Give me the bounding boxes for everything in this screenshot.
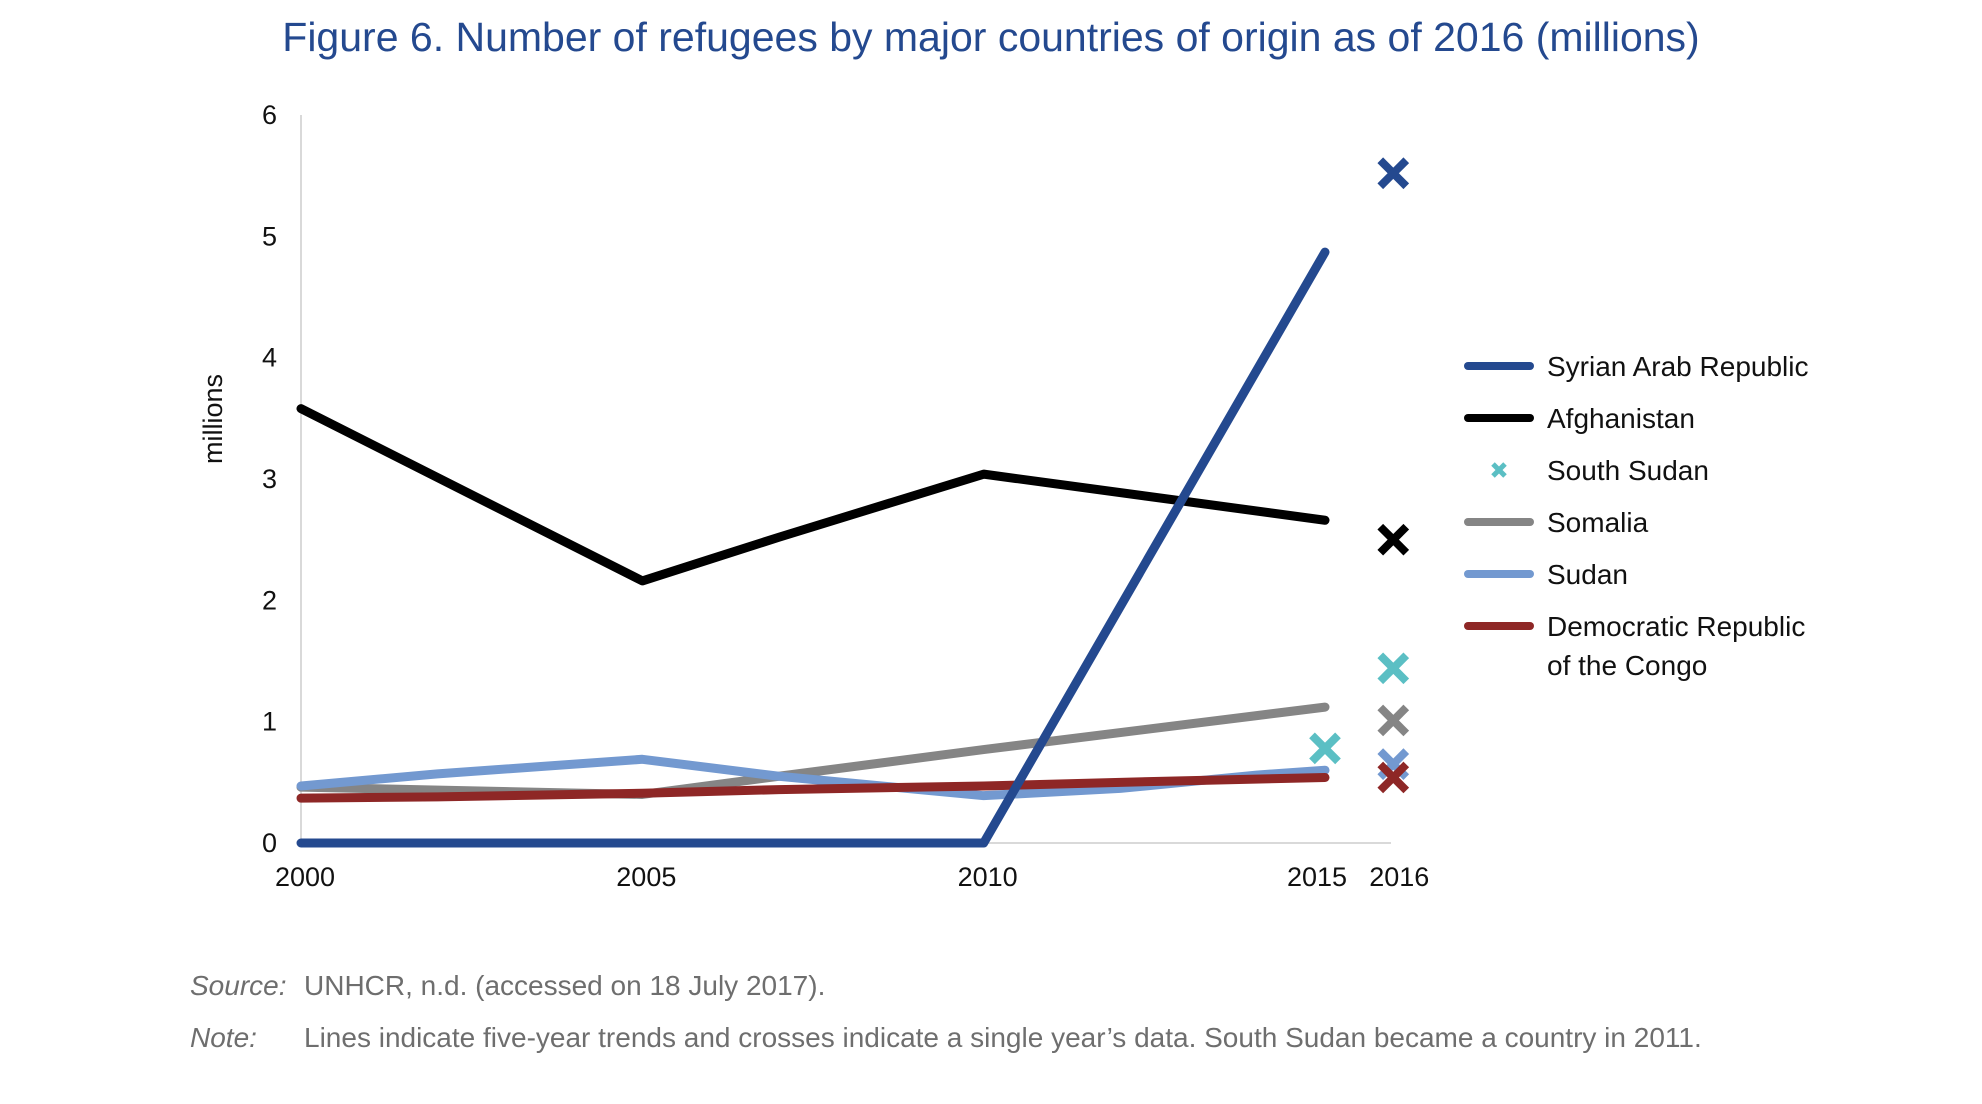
x-tick-label: 2000 [275,862,335,892]
y-tick-label: 4 [262,343,277,373]
cross-marker-south-sudan-2016-stroke-b [1377,652,1410,685]
source-key: Source: [190,970,287,1001]
legend-label: South Sudan [1547,455,1709,486]
source-text: UNHCR, n.d. (accessed on 18 July 2017). [304,970,826,1001]
y-tick-labels: 0 1 2 3 4 5 6 [262,100,277,858]
cross-marker-somalia-2016 [1377,704,1410,737]
note-key: Note: [190,1022,257,1053]
cross-marker-south-sudan-2016 [1377,652,1410,685]
y-tick-label: 0 [262,828,277,858]
y-tick-label: 2 [262,585,277,615]
series-line-democratic-republic-of-the-congo [296,772,1330,803]
cross-marker-afghanistan-2016-stroke-b [1377,523,1410,556]
legend-item-sudan: Sudan [1464,559,1628,590]
legend-item-syrian-arab-republic: Syrian Arab Republic [1464,351,1808,382]
legend-label: Somalia [1547,507,1649,538]
chart-title: Figure 6. Number of refugees by major co… [282,14,1700,60]
cross-marker-syrian-arab-republic-2016-stroke-b [1377,157,1410,190]
legend-label: Sudan [1547,559,1628,590]
legend-label: Democratic Republic [1547,611,1805,642]
x-tick-label: 2016 [1369,862,1429,892]
cross-marker-syrian-arab-republic-2016 [1377,157,1410,190]
note: Note: Lines indicate five-year trends and… [190,1022,1702,1054]
legend-item-democratic-republic-of-the-congo: Democratic Republic of the Congo [1464,611,1805,681]
series-line-syrian-arab-republic [296,247,1330,848]
legend-label: Syrian Arab Republic [1547,351,1808,382]
cross-marker-afghanistan-2016 [1377,523,1410,556]
legend-swatch-cross [1491,462,1507,478]
legend-swatch-cross-stroke-b [1491,462,1507,478]
legend-label: Afghanistan [1547,403,1695,434]
legend-item-south-sudan: South Sudan [1491,455,1709,486]
note-text: Lines indicate five-year trends and cros… [304,1022,1702,1053]
cross-marker-south-sudan-2015-stroke-b [1309,732,1341,765]
y-tick-label: 5 [262,221,277,251]
cross-marker-democratic-republic-of-the-congo-2016-stroke-b [1377,761,1410,794]
x-tick-labels: 2000 2005 2010 2015 2016 [275,862,1429,892]
cross-marker-south-sudan-2015 [1309,732,1341,765]
y-tick-label: 3 [262,464,277,494]
cross-marker-somalia-2016-stroke-b [1377,704,1410,737]
y-tick-label: 1 [262,707,277,737]
x-tick-label: 2010 [958,862,1018,892]
y-axis-title: millions [198,374,228,464]
axes: millions [198,115,1391,844]
x-tick-label: 2015 [1287,862,1347,892]
crosses [1309,157,1410,794]
cross-marker-democratic-republic-of-the-congo-2016 [1377,761,1410,794]
legend-label: of the Congo [1547,650,1707,681]
y-tick-label: 6 [262,100,277,130]
x-tick-label: 2005 [616,862,676,892]
legend-item-somalia: Somalia [1464,507,1649,538]
series [296,247,1330,848]
legend: Syrian Arab Republic Afghanistan South Sud… [1464,351,1808,681]
source-note: Source: UNHCR, n.d. (accessed on 18 July … [190,970,825,1002]
series-line-afghanistan [296,404,1330,586]
legend-item-afghanistan: Afghanistan [1464,403,1695,434]
